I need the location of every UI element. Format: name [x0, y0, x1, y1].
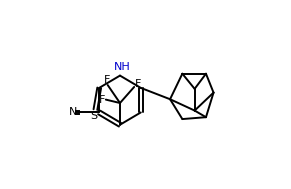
Text: S: S	[90, 111, 97, 121]
Text: N: N	[69, 108, 77, 117]
Text: F: F	[104, 75, 110, 85]
Text: F: F	[135, 79, 141, 88]
Text: NH: NH	[113, 62, 130, 72]
Text: F: F	[98, 95, 105, 105]
